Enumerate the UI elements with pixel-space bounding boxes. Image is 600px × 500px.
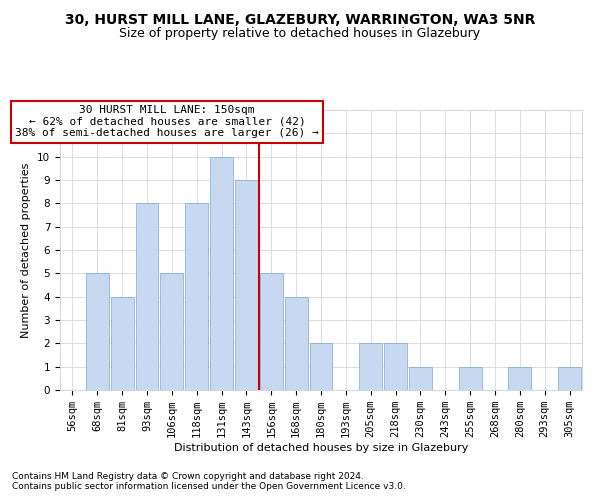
- Bar: [384, 344, 407, 390]
- Text: Size of property relative to detached houses in Glazebury: Size of property relative to detached ho…: [119, 28, 481, 40]
- Bar: [359, 344, 382, 390]
- Text: Contains public sector information licensed under the Open Government Licence v3: Contains public sector information licen…: [12, 482, 406, 491]
- X-axis label: Distribution of detached houses by size in Glazebury: Distribution of detached houses by size …: [174, 443, 468, 453]
- Bar: [185, 204, 208, 390]
- Bar: [160, 274, 183, 390]
- Bar: [409, 366, 432, 390]
- Text: 30, HURST MILL LANE, GLAZEBURY, WARRINGTON, WA3 5NR: 30, HURST MILL LANE, GLAZEBURY, WARRINGT…: [65, 12, 535, 26]
- Text: Contains HM Land Registry data © Crown copyright and database right 2024.: Contains HM Land Registry data © Crown c…: [12, 472, 364, 481]
- Bar: [508, 366, 531, 390]
- Bar: [111, 296, 134, 390]
- Bar: [260, 274, 283, 390]
- Y-axis label: Number of detached properties: Number of detached properties: [22, 162, 31, 338]
- Bar: [558, 366, 581, 390]
- Bar: [136, 204, 158, 390]
- Bar: [210, 156, 233, 390]
- Bar: [285, 296, 308, 390]
- Bar: [459, 366, 482, 390]
- Bar: [86, 274, 109, 390]
- Bar: [235, 180, 258, 390]
- Text: 30 HURST MILL LANE: 150sqm
← 62% of detached houses are smaller (42)
38% of semi: 30 HURST MILL LANE: 150sqm ← 62% of deta…: [15, 105, 319, 138]
- Bar: [310, 344, 332, 390]
